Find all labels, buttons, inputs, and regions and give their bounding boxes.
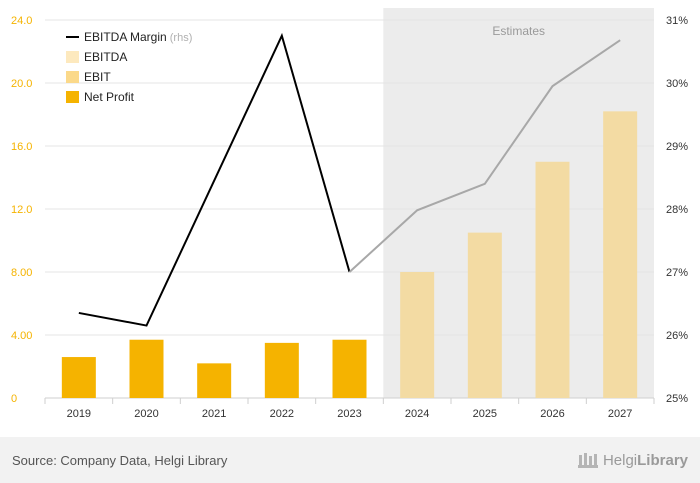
bar-net-profit	[264, 342, 299, 398]
y-right-tick-label: 25%	[666, 393, 688, 405]
y-left-tick-label: 8.00	[11, 267, 32, 279]
x-tick-label: 2026	[540, 408, 564, 420]
x-tick-label: 2021	[202, 408, 226, 420]
footer: Source: Company Data, Helgi Library Helg…	[0, 437, 700, 483]
library-icon	[577, 453, 598, 468]
y-right-tick-label: 31%	[666, 15, 688, 27]
x-tick-label: 2023	[337, 408, 361, 420]
helgi-library-logo[interactable]: HelgiLibrary	[577, 449, 688, 471]
y-right-tick-label: 30%	[666, 78, 688, 90]
bar-ebit	[603, 111, 638, 398]
legend-ebitda-label: EBITDA	[84, 50, 127, 64]
bar-net-profit	[197, 363, 232, 398]
bar-net-profit	[332, 339, 367, 398]
legend-ebitda-margin-label: EBITDA Margin (rhs)	[84, 30, 192, 44]
bars	[61, 111, 638, 398]
lines	[78, 32, 621, 327]
x-tick-label: 2020	[134, 408, 158, 420]
source-text: Source: Company Data, Helgi Library	[12, 453, 228, 468]
y-right-tick-label: 29%	[666, 141, 688, 153]
bar-ebit	[467, 232, 502, 398]
bar-net-profit	[129, 339, 164, 398]
y-right-tick-label: 27%	[666, 267, 688, 279]
bar-ebit	[400, 272, 435, 398]
x-tick-label: 2024	[405, 408, 429, 420]
y-right-tick-label: 28%	[666, 204, 688, 216]
x-tick-label: 2022	[270, 408, 294, 420]
line-ebitda-margin-actual	[78, 32, 351, 327]
chart: Estimates 2019 2020 2021 2022 2023 2024 2025 20…	[11, 8, 689, 420]
legend-ebit-swatch	[66, 71, 79, 83]
x-tick-label: 2027	[608, 408, 632, 420]
y-left-tick-label: 24.0	[11, 15, 32, 27]
bar-net-profit	[61, 357, 96, 398]
y-left-tick-label: 0	[11, 393, 17, 405]
y-right-tick-label: 26%	[666, 330, 688, 342]
y-left-tick-label: 4.00	[11, 330, 32, 342]
legend-net-profit-label: Net Profit	[84, 90, 135, 104]
line-ebitda-margin-estimate	[348, 39, 621, 273]
bar-ebit	[535, 161, 570, 398]
legend-net-profit-swatch	[66, 91, 79, 103]
y-left-tick-label: 12.0	[11, 204, 32, 216]
x-tick-label: 2019	[67, 408, 91, 420]
estimates-label: Estimates	[492, 24, 545, 38]
y-left-tick-label: 16.0	[11, 141, 32, 153]
logo-text: HelgiLibrary	[602, 451, 688, 469]
y-axis-left: 0 4.00 8.00 12.0 16.0 20.0 24.0	[11, 15, 32, 405]
y-left-tick-label: 20.0	[11, 78, 32, 90]
legend: EBITDA Margin (rhs) EBITDA EBIT Net Profit	[66, 30, 192, 104]
legend-rhs-suffix: (rhs)	[167, 32, 193, 44]
legend-ebitda-swatch	[66, 51, 79, 63]
x-tick-label: 2025	[473, 408, 497, 420]
legend-ebit-label: EBIT	[84, 70, 111, 84]
y-axis-right: 25% 26% 27% 28% 29% 30% 31%	[666, 15, 688, 405]
